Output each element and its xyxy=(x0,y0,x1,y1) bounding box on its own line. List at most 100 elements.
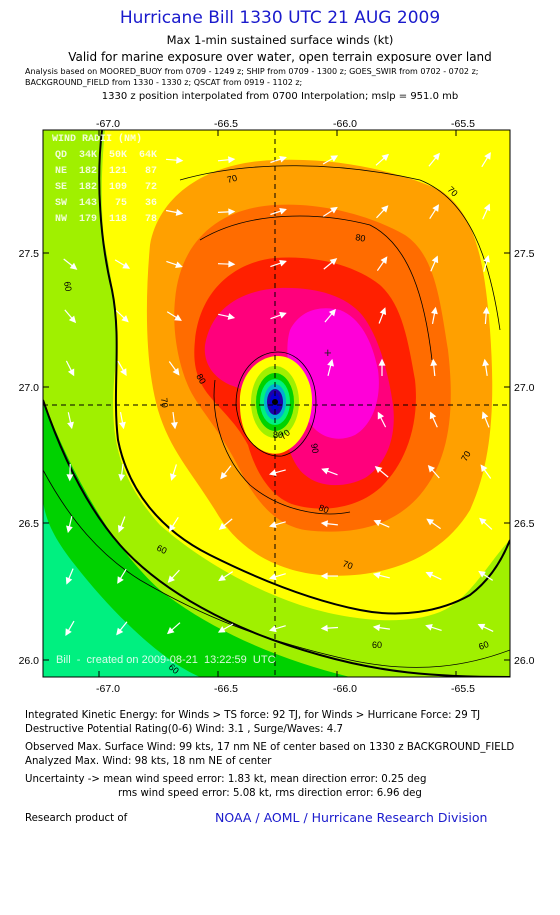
contour-label: 60 xyxy=(62,281,74,293)
wind-arrow-head xyxy=(429,411,437,420)
map-title: Hurricane Bill 1330 UTC 21 AUG 2009 xyxy=(119,8,441,28)
lat-tick-label: 27.5 xyxy=(514,248,535,260)
uncertainty-rms-line: rms wind speed error: 5.08 kt, rms direc… xyxy=(118,788,422,799)
research-product-label: Research product of xyxy=(25,813,128,824)
max-wind-marker: + xyxy=(324,345,332,360)
isotach-sw-80 xyxy=(213,379,351,515)
wind-arrow-head xyxy=(425,623,433,631)
wind-arrow-head xyxy=(67,368,75,377)
wind-arrow-head xyxy=(65,628,72,637)
wind-arrow-head xyxy=(117,524,125,533)
wind-arrow-head xyxy=(228,260,236,268)
lat-tick-label: 27.0 xyxy=(19,382,40,394)
lat-tick-label: 27.5 xyxy=(19,248,40,260)
wind-arrow-head xyxy=(279,155,287,163)
wind-arrow-head xyxy=(328,308,336,317)
wind-arrow-head xyxy=(220,471,228,480)
wind-arrow-head xyxy=(431,306,438,315)
axis-ticks xyxy=(43,130,510,677)
wind-arrow-head xyxy=(217,626,226,633)
noaa-aoml-link[interactable]: NOAA / AOML / Hurricane Research Divisio… xyxy=(215,810,488,825)
wind-radii-row-ne: NE 182 121 87 xyxy=(55,166,157,177)
lat-tick-label: 26.5 xyxy=(19,518,40,530)
wind-radii-title: WIND RADII (NM) xyxy=(52,133,142,145)
wind-arrow-head xyxy=(66,474,74,482)
wind-arrow-head xyxy=(117,576,124,584)
wind-arrow-head xyxy=(168,524,176,532)
wind-arrow-head xyxy=(480,464,488,473)
wind-arrow-head xyxy=(279,259,287,267)
wind-arrow-head xyxy=(118,473,126,482)
wind-radii-header: QD 34K 50K 64K xyxy=(55,150,157,161)
wind-arrow-head xyxy=(119,421,126,430)
wind-arrow-head xyxy=(374,466,383,474)
isotach-ne-80 xyxy=(199,215,433,361)
destructive-potential-line: Destructive Potential Rating(0-6) Wind: … xyxy=(25,724,343,735)
wind-arrow-head xyxy=(482,306,490,314)
longitude-labels-top: -67.0 -66.5 -66.0 -65.5 xyxy=(96,118,475,130)
wind-vectors xyxy=(63,152,494,637)
wind-radii-table: WIND RADII (NM) QD 34K 50K 64K NE 182 12… xyxy=(52,133,157,225)
wind-arrow-head xyxy=(174,314,182,321)
wind-arrow-head xyxy=(377,411,385,420)
wind-arrow-head xyxy=(279,311,287,319)
contour-label: 60 xyxy=(372,640,382,650)
wind-arrow-head xyxy=(481,411,489,420)
contour-label: 60 xyxy=(155,543,168,556)
wind-arrow-head xyxy=(378,358,386,366)
wind-arrow-head xyxy=(483,255,490,263)
wind-arrow-head xyxy=(330,155,339,162)
lon-tick-label: -66.0 xyxy=(333,683,357,695)
wind-arrow-head xyxy=(166,626,175,635)
wind-arrow-head xyxy=(175,209,184,216)
wind-arrow-head xyxy=(228,156,236,164)
contour-label: 80 xyxy=(194,372,208,386)
wind-arrow-head xyxy=(176,156,184,164)
wind-arrow-head xyxy=(380,256,388,265)
isotach-eye xyxy=(235,351,317,457)
wind-arrow-head xyxy=(477,623,486,631)
wind-arrow-head xyxy=(425,571,434,579)
isotach-60 xyxy=(43,469,510,668)
wind-arrow-head xyxy=(122,262,131,269)
contour-label: 80 xyxy=(317,502,330,515)
wind-arrow-head xyxy=(320,520,329,528)
wind-arrow-head xyxy=(321,467,330,475)
isotach-64kt xyxy=(98,130,510,615)
wind-arrow-head xyxy=(227,313,236,320)
wind-arrow-head xyxy=(484,152,491,160)
lon-tick-label: -66.0 xyxy=(333,118,357,130)
contour-label: 60 xyxy=(167,662,181,676)
lat-tick-label: 26.0 xyxy=(19,655,40,667)
wind-arrow-head xyxy=(116,627,124,636)
wind-arrow-head xyxy=(381,205,389,213)
wind-radii-row-sw: SW 143 75 36 xyxy=(55,198,157,209)
contour-label: 70 xyxy=(278,427,292,441)
contour-label: 70 xyxy=(341,558,354,571)
lat-tick-label: 27.0 xyxy=(514,382,535,394)
wind-arrow-head xyxy=(169,473,177,481)
wind-arrow-head xyxy=(121,315,129,323)
contour-label: 70 xyxy=(159,397,170,408)
wind-contour-layers xyxy=(43,130,510,677)
wind-arrow-head xyxy=(426,518,435,526)
wind-arrow-head xyxy=(69,262,78,270)
map-subtitle: Max 1-min sustained surface winds (kt) xyxy=(166,33,394,47)
wind-field-map: 70 80 70 60 80 70 90 80 70 60 70 60 60 6… xyxy=(19,118,535,695)
wind-arrow-head xyxy=(381,153,390,162)
wind-arrow-head xyxy=(218,522,227,530)
isotach-lines xyxy=(43,130,510,677)
lon-tick-label: -67.0 xyxy=(96,118,120,130)
latitude-labels-left: 27.5 27.0 26.5 26.0 xyxy=(19,248,40,667)
wind-arrow-head xyxy=(320,572,328,580)
lat-tick-label: 26.0 xyxy=(514,655,535,667)
wind-arrow-head xyxy=(430,358,438,366)
wind-arrow-head xyxy=(427,464,436,473)
wind-arrow-head xyxy=(269,625,277,633)
wind-arrow-head xyxy=(120,368,127,377)
wind-arrow-head xyxy=(269,521,277,528)
wind-arrow-head xyxy=(67,421,74,430)
contour-label: 70 xyxy=(459,449,473,463)
wind-arrow-head xyxy=(68,315,77,324)
contour-label: 60 xyxy=(477,639,490,652)
